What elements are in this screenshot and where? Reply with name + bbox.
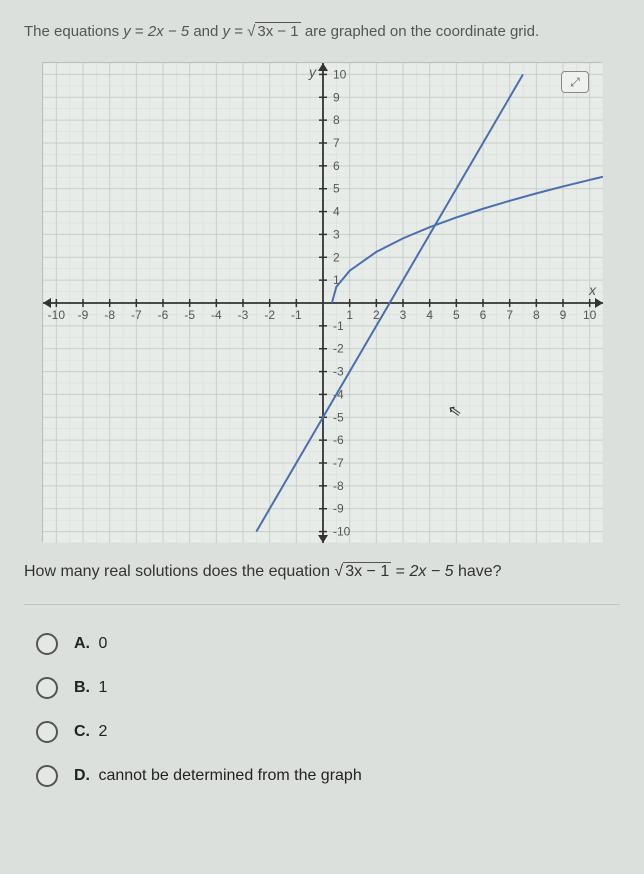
svg-text:-10: -10 xyxy=(48,308,66,322)
svg-text:-3: -3 xyxy=(238,308,249,322)
svg-text:-4: -4 xyxy=(211,308,222,322)
svg-text:8: 8 xyxy=(533,308,540,322)
svg-text:-9: -9 xyxy=(78,308,89,322)
eq1-eq: = xyxy=(135,23,148,40)
svg-text:-7: -7 xyxy=(131,308,142,322)
option-c-text: 2 xyxy=(98,723,107,740)
svg-text:3: 3 xyxy=(333,227,340,241)
question-prefix: How many real solutions does the equatio… xyxy=(24,563,334,580)
eq2-eq: = xyxy=(234,23,247,40)
option-a-text: 0 xyxy=(98,635,107,652)
intro-suffix: are graphed on the coordinate grid. xyxy=(305,23,539,40)
svg-text:y: y xyxy=(308,64,317,80)
intro-prefix: The equations xyxy=(24,23,123,40)
svg-text:7: 7 xyxy=(506,308,513,322)
svg-text:4: 4 xyxy=(426,308,433,322)
svg-text:7: 7 xyxy=(333,136,340,150)
coordinate-grid: -10-9-8-7-6-5-4-3-2-112345678910-10-9-8-… xyxy=(42,62,602,542)
option-b[interactable]: B. 1 xyxy=(36,677,620,699)
svg-text:-3: -3 xyxy=(333,365,344,379)
svg-text:-7: -7 xyxy=(333,456,344,470)
svg-text:9: 9 xyxy=(333,90,340,104)
eq1-lhs: y xyxy=(123,23,131,40)
svg-text:3: 3 xyxy=(400,308,407,322)
svg-text:6: 6 xyxy=(333,159,340,173)
option-c-letter: C. xyxy=(74,723,90,740)
question-rhs: 2x − 5 xyxy=(409,563,453,580)
option-d[interactable]: D. cannot be determined from the graph xyxy=(36,765,620,787)
graph-svg: -10-9-8-7-6-5-4-3-2-112345678910-10-9-8-… xyxy=(43,63,603,543)
svg-text:4: 4 xyxy=(333,205,340,219)
svg-text:10: 10 xyxy=(583,308,597,322)
svg-text:-6: -6 xyxy=(333,433,344,447)
eq2-sqrt-arg: 3x − 1 xyxy=(255,22,300,40)
svg-text:9: 9 xyxy=(560,308,567,322)
svg-text:-2: -2 xyxy=(264,308,275,322)
eq2-lhs: y xyxy=(223,23,231,40)
svg-text:2: 2 xyxy=(333,250,340,264)
option-a[interactable]: A. 0 xyxy=(36,633,620,655)
svg-text:5: 5 xyxy=(333,182,340,196)
svg-text:x: x xyxy=(588,282,597,298)
svg-text:-8: -8 xyxy=(104,308,115,322)
question-sqrt-arg: 3x − 1 xyxy=(343,562,391,580)
option-d-letter: D. xyxy=(74,767,90,784)
svg-text:-5: -5 xyxy=(184,308,195,322)
question-text: How many real solutions does the equatio… xyxy=(24,560,620,584)
option-d-text: cannot be determined from the graph xyxy=(98,767,361,784)
svg-text:-9: -9 xyxy=(333,502,344,516)
question-eq: = xyxy=(396,563,410,580)
question-sqrt: 3x − 1 xyxy=(334,560,391,584)
eq1-rhs: 2x − 5 xyxy=(148,23,189,40)
expand-button[interactable]: ⤢ xyxy=(561,71,589,93)
cursor-icon: ⇖ xyxy=(446,400,463,422)
svg-text:-1: -1 xyxy=(291,308,302,322)
divider xyxy=(24,604,620,605)
question-intro: The equations y = 2x − 5 and y = 3x − 1 … xyxy=(24,20,620,44)
radio-a[interactable] xyxy=(36,633,58,655)
svg-text:5: 5 xyxy=(453,308,460,322)
radio-b[interactable] xyxy=(36,677,58,699)
radio-d[interactable] xyxy=(36,765,58,787)
svg-text:-8: -8 xyxy=(333,479,344,493)
eq2-sqrt: 3x − 1 xyxy=(247,20,301,44)
svg-text:6: 6 xyxy=(480,308,487,322)
svg-text:-10: -10 xyxy=(333,525,351,539)
svg-text:-1: -1 xyxy=(333,319,344,333)
radio-c[interactable] xyxy=(36,721,58,743)
svg-text:-5: -5 xyxy=(333,410,344,424)
question-suffix: have? xyxy=(458,563,502,580)
expand-icon: ⤢ xyxy=(570,75,580,90)
svg-text:-2: -2 xyxy=(333,342,344,356)
option-b-text: 1 xyxy=(98,679,107,696)
svg-text:8: 8 xyxy=(333,113,340,127)
option-c[interactable]: C. 2 xyxy=(36,721,620,743)
svg-text:-6: -6 xyxy=(158,308,169,322)
answer-options: A. 0 B. 1 C. 2 D. cannot be determined f… xyxy=(24,633,620,787)
svg-text:10: 10 xyxy=(333,67,347,81)
svg-text:1: 1 xyxy=(346,308,353,322)
option-b-letter: B. xyxy=(74,679,90,696)
intro-and: and xyxy=(193,23,222,40)
option-a-letter: A. xyxy=(74,635,90,652)
